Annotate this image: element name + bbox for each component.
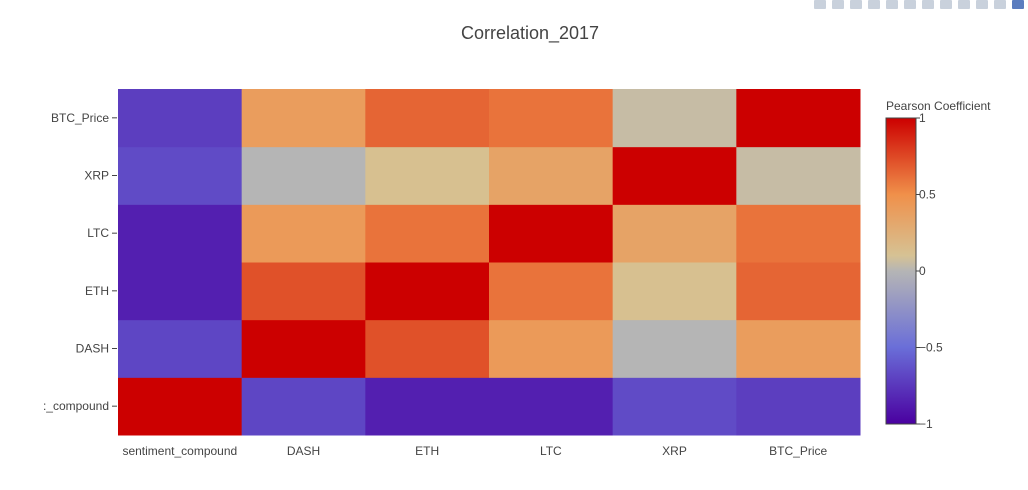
heatmap-cell — [365, 89, 490, 148]
heatmap-cell — [489, 319, 614, 378]
heatmap-cell — [736, 89, 861, 148]
x-tick-label: XRP — [662, 444, 687, 458]
heatmap-cell — [489, 89, 614, 148]
modebar — [814, 0, 1024, 10]
colorbar-tick-label: 0 — [919, 264, 926, 278]
heatmap-cell — [118, 377, 243, 436]
heatmap-cell — [365, 319, 490, 378]
heatmap-cell — [612, 89, 737, 148]
save-icon[interactable] — [832, 0, 844, 9]
heatmap-cell — [736, 319, 861, 378]
colorbar-title: Pearson Coefficient — [886, 99, 991, 113]
heatmap-cell — [365, 377, 490, 436]
heatmap-cell — [612, 377, 737, 436]
heatmap-cell — [489, 204, 614, 263]
heatmap-cell — [612, 319, 737, 378]
heatmap-cell — [736, 377, 861, 436]
hover-compare-icon[interactable] — [994, 0, 1006, 9]
heatmap-cell — [118, 204, 243, 263]
y-tick-label: LTC — [87, 226, 109, 240]
camera-icon[interactable] — [814, 0, 826, 9]
heatmap-cell — [736, 262, 861, 321]
y-tick-label: DASH — [76, 342, 109, 356]
heatmap-cell — [241, 204, 366, 263]
y-tick-label: BTC_Price — [51, 111, 109, 125]
x-tick-label: ETH — [415, 444, 439, 458]
colorbar-ticks: 1 0.5 0 −0.5 −1 — [916, 111, 943, 431]
y-tick-label: :_compound — [43, 399, 109, 413]
heatmap-cell — [118, 319, 243, 378]
heatmap-cell — [118, 89, 243, 148]
heatmap-cell — [365, 204, 490, 263]
colorbar: Pearson Coefficient 1 0.5 0 −0.5 −1 — [885, 99, 991, 431]
x-axis: sentiment_compound DASH ETH LTC XRP BTC_Price — [122, 444, 827, 458]
zoom-out-icon[interactable] — [904, 0, 916, 9]
x-tick-label: DASH — [287, 444, 320, 458]
colorbar-tick-label: 0.5 — [919, 188, 936, 202]
x-tick-label: LTC — [540, 444, 562, 458]
zoom-in-icon[interactable] — [886, 0, 898, 9]
pan-icon[interactable] — [868, 0, 880, 9]
y-axis: :_compound DASH ETH LTC XRP BTC_Price — [43, 111, 117, 413]
heatmap-cell — [612, 204, 737, 263]
colorbar-tick-label: −1 — [919, 417, 933, 431]
heatmap-cell — [489, 146, 614, 205]
heatmap-cell — [489, 262, 614, 321]
heatmap-cells — [118, 89, 861, 436]
heatmap-cell — [489, 377, 614, 436]
heatmap-cell — [118, 146, 243, 205]
heatmap-cell — [736, 204, 861, 263]
y-tick-label: ETH — [85, 284, 109, 298]
colorbar-tick-label: 1 — [919, 111, 926, 125]
zoom-icon[interactable] — [850, 0, 862, 9]
heatmap-cell — [612, 146, 737, 205]
plotly-logo-icon[interactable] — [1012, 0, 1024, 9]
heatmap-cell — [365, 146, 490, 205]
heatmap-cell — [241, 146, 366, 205]
autoscale-icon[interactable] — [922, 0, 934, 9]
heatmap-cell — [612, 262, 737, 321]
chart-title: Correlation_2017 — [461, 23, 599, 44]
colorbar-gradient — [885, 117, 917, 425]
y-tick-label: XRP — [84, 169, 109, 183]
spike-lines-icon[interactable] — [958, 0, 970, 9]
heatmap-cell — [365, 262, 490, 321]
x-tick-label: sentiment_compound — [122, 444, 237, 458]
heatmap-cell — [736, 146, 861, 205]
hover-closest-icon[interactable] — [976, 0, 988, 9]
heatmap-cell — [241, 377, 366, 436]
x-tick-label: BTC_Price — [769, 444, 827, 458]
heatmap-cell — [241, 262, 366, 321]
heatmap-cell — [118, 262, 243, 321]
heatmap-cell — [241, 89, 366, 148]
home-icon[interactable] — [940, 0, 952, 9]
heatmap-cell — [241, 319, 366, 378]
colorbar-tick-label: −0.5 — [919, 341, 943, 355]
